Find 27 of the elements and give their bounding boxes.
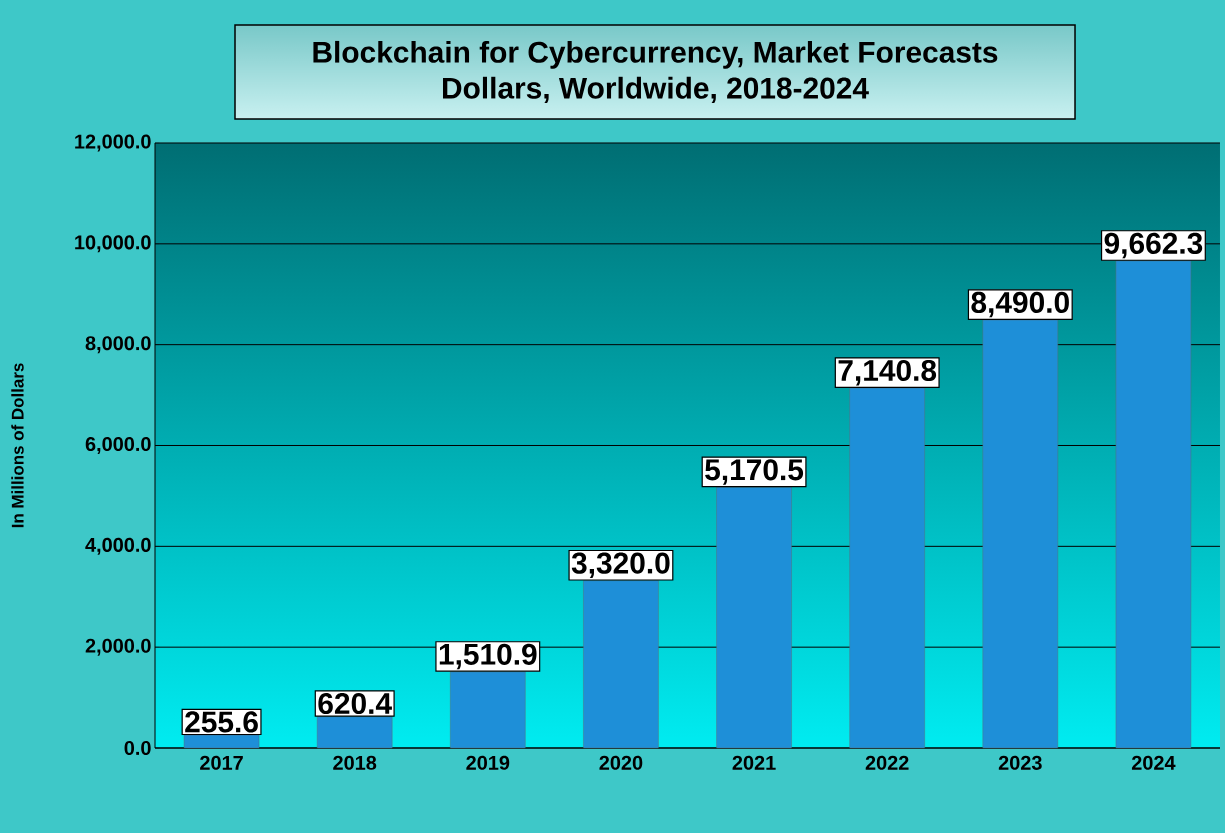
data-label: 620.4 (318, 692, 392, 715)
y-tick-label: 6,000.0 (85, 437, 151, 454)
y-tick-label: 4,000.0 (85, 537, 151, 555)
x-tick-label: 2018 (333, 755, 377, 770)
data-label: 8,490.0 (971, 291, 1069, 318)
x-tick-label: 2021 (732, 755, 776, 770)
x-tick-label: 2022 (865, 755, 909, 770)
y-axis-title: In Millions of Dollars (11, 363, 24, 528)
data-label: 3,320.0 (571, 552, 670, 579)
y-tick-label: 12,000.0 (75, 134, 151, 152)
y-tick-label: 0.0 (124, 740, 151, 756)
data-label: 7,140.8 (838, 359, 937, 386)
data-label: 1,510.9 (439, 643, 537, 670)
data-label: 9,662.3 (1104, 232, 1203, 259)
y-tick-label: 8,000.0 (85, 336, 151, 354)
chart-subtitle: Dollars, Worldwide, 2018-2024 (442, 76, 869, 104)
x-tick-label: 2017 (200, 755, 243, 770)
data-label: 5,170.5 (705, 459, 804, 485)
x-tick-label: 2024 (1131, 755, 1176, 770)
y-tick-label: 2,000.0 (85, 638, 151, 656)
data-label: 255.6 (185, 711, 258, 733)
bar (1115, 260, 1192, 749)
x-tick-label: 2023 (998, 755, 1042, 770)
x-tick-label: 2019 (466, 755, 510, 770)
x-tick-label: 2020 (599, 755, 643, 770)
chart-title: Blockchain for Cybercurrency, Market Forecasts (313, 40, 998, 69)
y-tick-label: 10,000.0 (75, 235, 151, 253)
